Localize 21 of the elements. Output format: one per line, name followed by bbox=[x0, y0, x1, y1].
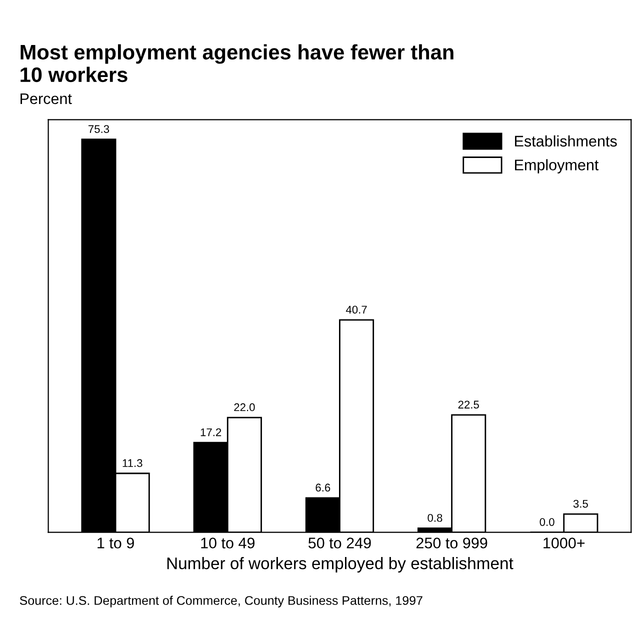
data-label: 75.3 bbox=[88, 125, 110, 133]
data-label: 22.5 bbox=[458, 400, 479, 409]
x-tick-label: 250 to 999 bbox=[416, 538, 488, 548]
source-note: Source: U.S. Department of Commerce, County Business Patterns, 1997 bbox=[20, 596, 422, 608]
data-label: 40.7 bbox=[346, 306, 367, 314]
x-tick-label: 1000+ bbox=[544, 538, 585, 548]
data-label: 3.5 bbox=[573, 500, 588, 508]
data-label: 0.0 bbox=[540, 518, 554, 526]
data-label: 6.6 bbox=[316, 484, 330, 492]
data-label: 22.0 bbox=[234, 403, 255, 412]
legend-label: Establishments bbox=[515, 135, 617, 147]
data-label: 0.8 bbox=[428, 514, 442, 522]
y-axis-title: Percent bbox=[20, 93, 72, 104]
data-label: 17.2 bbox=[200, 428, 222, 436]
x-axis-title: Number of workers employed by establishment bbox=[167, 557, 514, 573]
legend-label: Employment bbox=[515, 159, 599, 174]
chart-title: Most employment agencies have fewer than 10 workers bbox=[20, 44, 454, 82]
x-tick-label: 10 to 49 bbox=[201, 538, 255, 548]
x-tick-label: 1 to 9 bbox=[98, 538, 134, 548]
x-tick-label: 50 to 249 bbox=[308, 538, 371, 548]
data-label: 11.3 bbox=[122, 459, 142, 468]
